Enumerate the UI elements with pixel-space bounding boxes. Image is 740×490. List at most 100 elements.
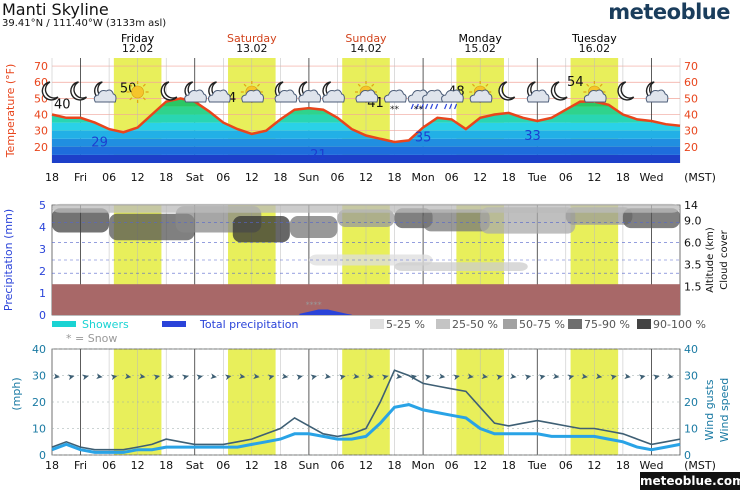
day-header-date: 13.02 bbox=[236, 42, 268, 55]
day-header-date: 16.02 bbox=[579, 42, 611, 55]
wind-x-tick: 06 bbox=[559, 459, 573, 472]
cloud-shape bbox=[274, 89, 298, 103]
legend: Showers Total precipitation * = Snow 5-25 %… bbox=[52, 318, 706, 345]
wind-x-tick: Mon bbox=[411, 459, 434, 472]
temperature-data-label: 29 bbox=[91, 135, 108, 150]
wind-gusts-line bbox=[51, 369, 681, 451]
temp-x-tick: 12 bbox=[587, 171, 601, 184]
temp-tick-left: 70 bbox=[34, 60, 48, 73]
wind-direction-arrow: ➤ bbox=[452, 372, 462, 383]
wind-direction-arrow: ➤ bbox=[181, 372, 191, 383]
temp-x-tick: 12 bbox=[359, 171, 373, 184]
wind-direction-arrow: ➤ bbox=[623, 372, 632, 383]
altitude-tick: 3.5 bbox=[684, 258, 702, 271]
sun-ray bbox=[371, 83, 375, 87]
altitude-tick: 6.0 bbox=[684, 236, 702, 249]
altitude-tick: 1.5 bbox=[684, 280, 702, 293]
wind-tick-left: 20 bbox=[32, 396, 46, 409]
sun-ray bbox=[243, 83, 247, 87]
wind-direction-arrow: ➤ bbox=[338, 372, 348, 383]
wind-tick-left: 0 bbox=[39, 449, 46, 462]
legend-swatch-cloud bbox=[370, 319, 384, 329]
wind-tick-right: 40 bbox=[684, 343, 698, 356]
temperature-axis-label: Temperature (°F) bbox=[4, 64, 17, 159]
legend-label-cloud: 25-50 % bbox=[452, 318, 498, 331]
sun-ray bbox=[142, 97, 146, 101]
legend-label-total-precipitation: Total precipitation bbox=[199, 318, 299, 331]
wind-x-tick: 06 bbox=[330, 459, 344, 472]
temp-x-tick: 06 bbox=[102, 171, 116, 184]
wind-gusts-axis-label: Wind gusts bbox=[703, 379, 716, 440]
wind-direction-arrow: ➤ bbox=[110, 372, 120, 383]
location-coords: 39.41°N / 111.40°W (3133m asl) bbox=[2, 18, 167, 29]
day-header-name: Monday bbox=[458, 32, 502, 45]
legend-swatch-cloud bbox=[568, 319, 582, 329]
wind-x-tick: 12 bbox=[131, 459, 145, 472]
moon-cloud-icon bbox=[208, 81, 231, 103]
sun-cloud-icon bbox=[355, 81, 379, 103]
temp-x-tick: 18 bbox=[388, 171, 402, 184]
sun-ray bbox=[256, 83, 261, 87]
precip-tick: 2 bbox=[39, 265, 46, 278]
temperature-data-label: 40 bbox=[54, 98, 71, 113]
wind-direction-arrow: ➤ bbox=[509, 372, 518, 383]
wind-direction-arrow: ➤ bbox=[309, 372, 319, 383]
sun-ray bbox=[129, 83, 133, 87]
cloud-shape bbox=[355, 89, 379, 103]
wind-x-tick: 12 bbox=[359, 459, 373, 472]
sun-cloud-icon bbox=[469, 81, 493, 103]
altitude-tick: 9.0 bbox=[684, 214, 702, 227]
cloud-shape bbox=[441, 89, 464, 103]
wind-tick-left: 10 bbox=[32, 423, 46, 436]
day-header-name: Saturday bbox=[227, 32, 277, 45]
cloud-cover-patch bbox=[337, 209, 395, 227]
rain-drop bbox=[425, 103, 429, 110]
wind-direction-arrow: ➤ bbox=[323, 372, 332, 383]
wind-x-tick: 06 bbox=[216, 459, 230, 472]
precipitation-axis-label: Precipitation (mm) bbox=[2, 209, 15, 311]
brand-logo[interactable]: meteoblue bbox=[608, 0, 730, 24]
wind-direction-arrow: ➤ bbox=[138, 372, 147, 383]
wind-x-tick: 12 bbox=[473, 459, 487, 472]
wind-direction-arrow: ➤ bbox=[495, 372, 505, 383]
legend-swatch-total-precipitation bbox=[162, 321, 186, 327]
legend-swatch-showers bbox=[52, 321, 76, 327]
rain-drop bbox=[415, 103, 419, 110]
cloud-cover-patch bbox=[394, 208, 433, 229]
wind-speed-axis-label: Wind speed bbox=[718, 378, 731, 442]
sun-ray bbox=[586, 83, 590, 87]
site-footer[interactable]: meteoblue.com bbox=[640, 472, 740, 490]
cloud-cover-patch bbox=[394, 262, 528, 271]
wind-direction-arrow: ➤ bbox=[252, 372, 261, 383]
moon-icon bbox=[160, 81, 178, 101]
moon-icon bbox=[498, 81, 516, 101]
wind-x-tick: Wed bbox=[639, 459, 663, 472]
temp-x-tick: 12 bbox=[473, 171, 487, 184]
temp-x-tick: Sat bbox=[186, 171, 205, 184]
wind-direction-arrow: ➤ bbox=[580, 372, 589, 383]
wind-direction-arrow: ➤ bbox=[366, 372, 375, 383]
cloud-rain-icon bbox=[422, 89, 445, 110]
wind-direction-arrow: ➤ bbox=[566, 372, 576, 383]
wind-direction-arrow: ➤ bbox=[67, 372, 77, 383]
rain-drop bbox=[420, 103, 424, 110]
legend-label-snow: * = Snow bbox=[66, 332, 117, 345]
rain-drop bbox=[410, 103, 414, 110]
legend-label-cloud: 5-25 % bbox=[386, 318, 425, 331]
temp-tick-right: 30 bbox=[684, 125, 698, 138]
snow-flakes: ** bbox=[414, 105, 424, 115]
total-precipitation-area bbox=[299, 309, 352, 315]
wind-x-tick: 12 bbox=[245, 459, 259, 472]
wind-direction-arrow: ➤ bbox=[295, 372, 305, 383]
moon-cloud-icon bbox=[322, 81, 345, 103]
weather-icons: ** ** bbox=[41, 81, 669, 115]
sun-cloud-icon bbox=[583, 81, 607, 103]
moon-shape bbox=[498, 81, 516, 101]
wind-direction-arrow: ➤ bbox=[638, 372, 648, 383]
wind-tick-right: 30 bbox=[684, 370, 698, 383]
precip-tick: 0 bbox=[39, 309, 46, 322]
temp-x-tick: 06 bbox=[216, 171, 230, 184]
sun-ray bbox=[142, 83, 146, 87]
temperature-band bbox=[52, 146, 680, 155]
